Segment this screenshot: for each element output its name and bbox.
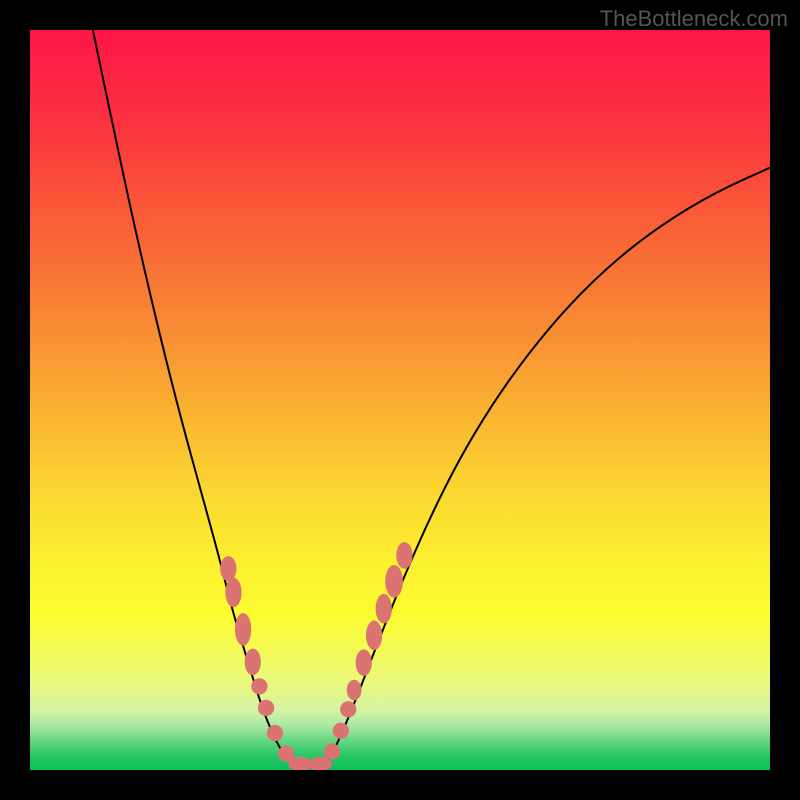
chart-container: TheBottleneck.com bbox=[0, 0, 800, 800]
data-marker bbox=[258, 700, 274, 716]
data-marker bbox=[376, 594, 392, 624]
data-marker bbox=[366, 621, 382, 651]
data-marker bbox=[356, 649, 372, 676]
data-marker bbox=[385, 565, 403, 598]
gradient-background bbox=[30, 30, 770, 770]
data-marker bbox=[220, 556, 236, 581]
plot-area bbox=[30, 30, 770, 770]
data-marker bbox=[245, 649, 261, 676]
data-marker bbox=[396, 542, 412, 569]
data-marker bbox=[347, 680, 362, 701]
data-marker bbox=[324, 743, 340, 759]
data-marker bbox=[333, 723, 349, 739]
data-marker bbox=[225, 578, 241, 608]
data-marker bbox=[267, 725, 283, 741]
data-marker bbox=[235, 613, 251, 646]
chart-svg bbox=[30, 30, 770, 770]
watermark-text: TheBottleneck.com bbox=[600, 6, 788, 32]
data-marker bbox=[251, 678, 267, 694]
data-marker bbox=[340, 701, 356, 717]
